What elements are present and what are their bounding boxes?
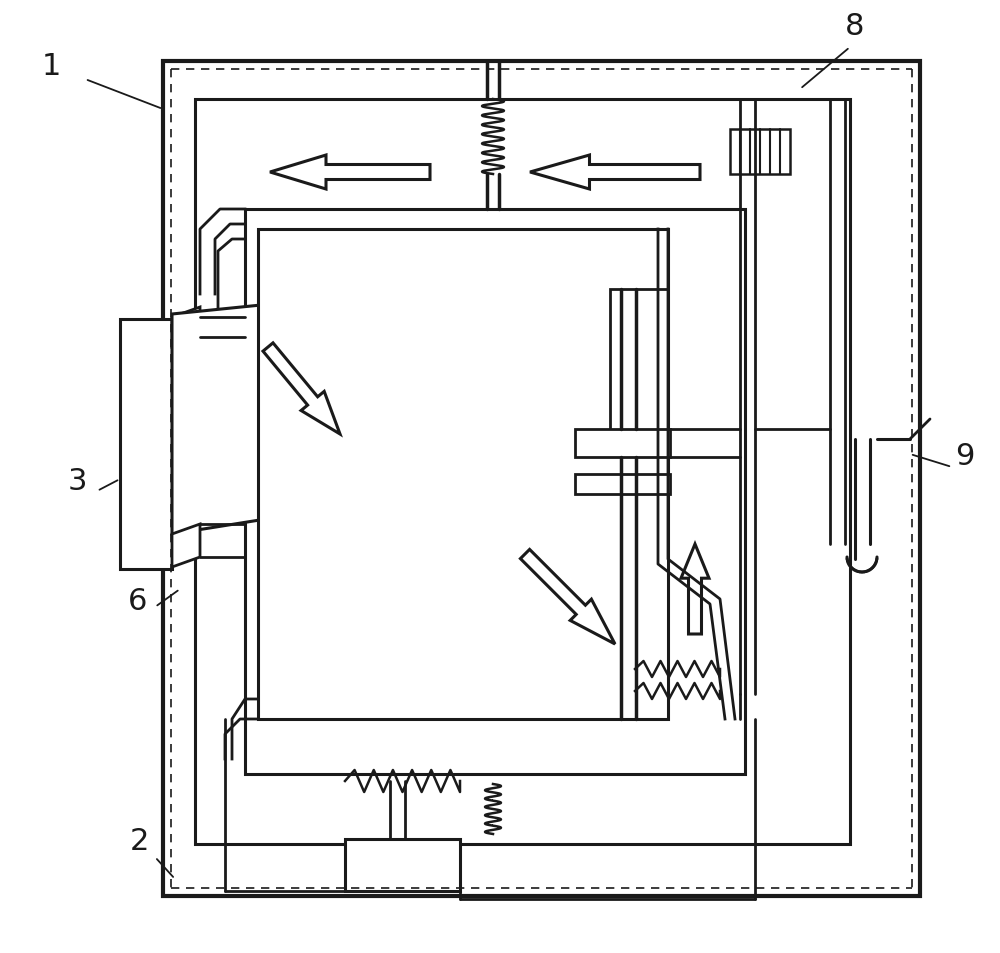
Polygon shape — [258, 230, 668, 720]
Polygon shape — [245, 210, 745, 774]
Polygon shape — [530, 156, 700, 190]
Polygon shape — [520, 550, 615, 644]
Polygon shape — [163, 62, 920, 896]
Polygon shape — [172, 524, 200, 567]
Text: 8: 8 — [845, 12, 864, 41]
Text: 1: 1 — [42, 52, 61, 81]
Polygon shape — [575, 430, 670, 457]
Text: 3: 3 — [68, 467, 88, 496]
Polygon shape — [120, 319, 172, 569]
Polygon shape — [263, 343, 340, 435]
Polygon shape — [270, 156, 430, 190]
Polygon shape — [575, 475, 670, 495]
Polygon shape — [681, 544, 709, 635]
Polygon shape — [172, 308, 200, 348]
Text: 2: 2 — [130, 826, 149, 855]
Polygon shape — [610, 290, 668, 435]
Polygon shape — [345, 840, 460, 891]
Text: 9: 9 — [955, 441, 974, 471]
Text: 6: 6 — [128, 586, 147, 616]
Polygon shape — [195, 100, 850, 844]
Polygon shape — [172, 294, 370, 535]
Polygon shape — [730, 130, 790, 174]
